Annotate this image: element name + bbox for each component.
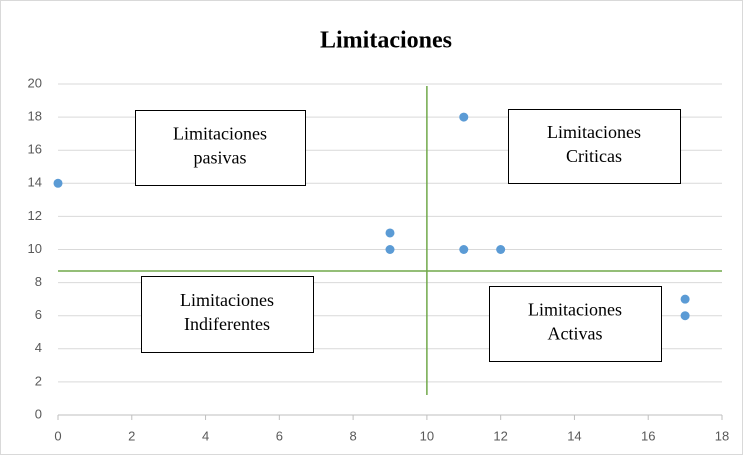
x-tick-label: 6 <box>276 428 283 443</box>
x-tick-label: 14 <box>567 428 581 443</box>
point <box>385 245 395 254</box>
annotation-text: Limitaciones <box>173 124 267 144</box>
point <box>459 112 469 122</box>
y-tick-label: 4 <box>35 340 42 355</box>
annotation-box <box>135 110 306 186</box>
x-tick-label: 18 <box>715 428 729 443</box>
y-tick-label: 20 <box>28 75 42 90</box>
annotation-box <box>141 276 314 353</box>
chart-title: Limitaciones <box>320 28 452 54</box>
y-tick-label: 8 <box>35 274 42 289</box>
y-tick-label: 12 <box>28 208 42 223</box>
annotation-text: Limitaciones <box>547 122 641 142</box>
annotation-text: Criticas <box>566 146 622 166</box>
annotation-text: Limitaciones <box>180 290 274 310</box>
x-tick-label: 12 <box>493 428 507 443</box>
annotation-text: Indiferentes <box>184 314 270 334</box>
x-tick-label: 2 <box>128 428 135 443</box>
x-tick-label: 0 <box>54 428 61 443</box>
x-tick-label: 8 <box>349 428 356 443</box>
y-tick-label: 0 <box>35 406 42 421</box>
x-tick-label: 4 <box>202 428 209 443</box>
annotation-box <box>508 109 681 184</box>
annotation-box <box>489 286 662 362</box>
y-tick-label: 18 <box>28 109 42 124</box>
x-tick-label: 16 <box>641 428 655 443</box>
y-tick-label: 6 <box>35 307 42 322</box>
point <box>385 228 395 238</box>
y-tick-label: 10 <box>28 241 42 256</box>
y-tick-label: 2 <box>35 373 42 388</box>
annotation-text: Activas <box>548 324 603 344</box>
y-tick-label: 14 <box>28 175 42 190</box>
point <box>680 294 690 304</box>
point <box>459 245 469 254</box>
point <box>496 245 506 254</box>
point <box>680 311 690 321</box>
point <box>53 178 63 188</box>
annotation-text: Limitaciones <box>528 300 622 320</box>
y-tick-label: 16 <box>28 142 42 157</box>
annotation-text: pasivas <box>194 148 247 168</box>
x-tick-label: 10 <box>420 428 434 443</box>
